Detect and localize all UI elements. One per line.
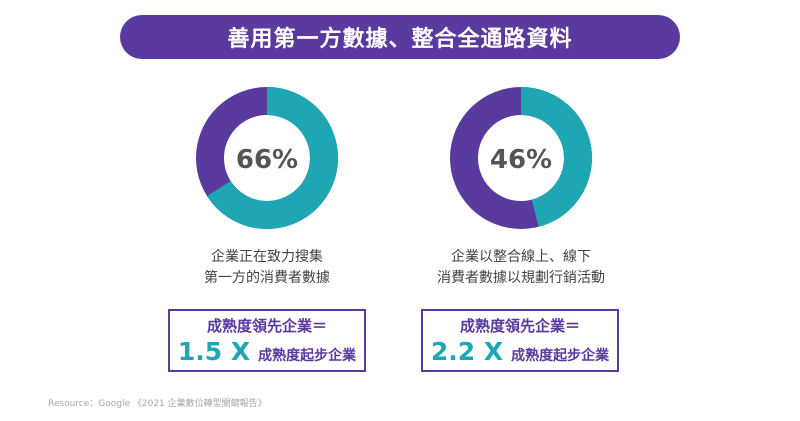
page-title: 善用第一方數據、整合全通路資料 <box>227 27 573 52</box>
stat-suffix: 成熟度起步企業 <box>511 348 610 364</box>
caption-right: 企業以整合線上、線下 消費者數據以規劃行銷活動 <box>391 247 651 289</box>
caption-line: 企業正在致力搜集 <box>211 249 323 265</box>
donut-percent-label: 46% <box>490 145 552 175</box>
stat-box-right: 成熟度領先企業＝ 2.2 X 成熟度起步企業 <box>421 309 619 372</box>
donut-value-arc <box>520 87 592 227</box>
stat-box-left: 成熟度領先企業＝ 1.5 X 成熟度起步企業 <box>168 309 366 372</box>
stat-heading: 成熟度領先企業＝ <box>459 317 580 335</box>
stat-multiplier: 1.5 X <box>177 337 251 366</box>
title-banner: 善用第一方數據、整合全通路資料 <box>120 15 680 59</box>
caption-line: 第一方的消費者數據 <box>204 270 330 286</box>
source-note: Resource：Google 《2021 企業數位轉型關鍵報告》 <box>48 399 267 409</box>
donut-chart-46: 46% <box>450 87 592 229</box>
stat-multiplier: 2.2 X <box>430 337 504 366</box>
caption-left: 企業正在致力搜集 第一方的消費者數據 <box>137 247 397 289</box>
stat-heading: 成熟度領先企業＝ <box>206 317 327 335</box>
caption-line: 企業以整合線上、線下 <box>451 249 591 265</box>
donut-chart-66: 66% <box>196 87 338 229</box>
caption-line: 消費者數據以規劃行銷活動 <box>437 270 605 286</box>
stat-suffix: 成熟度起步企業 <box>258 348 357 364</box>
donut-percent-label: 66% <box>236 145 298 175</box>
donut-value-arc <box>207 87 338 229</box>
